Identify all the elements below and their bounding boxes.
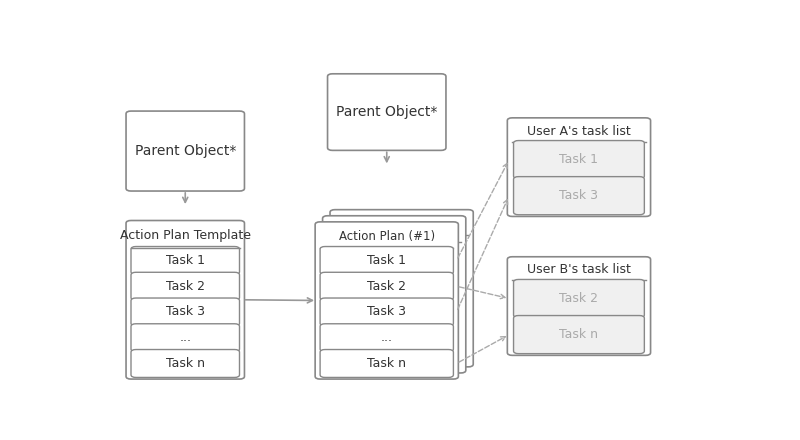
FancyBboxPatch shape xyxy=(327,74,446,150)
FancyBboxPatch shape xyxy=(507,257,650,356)
Text: Parent Object*: Parent Object* xyxy=(134,144,236,158)
FancyBboxPatch shape xyxy=(320,324,454,352)
FancyBboxPatch shape xyxy=(131,272,239,300)
FancyBboxPatch shape xyxy=(131,324,239,352)
Text: Task 3: Task 3 xyxy=(559,189,598,202)
FancyBboxPatch shape xyxy=(131,349,239,378)
Text: Parent Object*: Parent Object* xyxy=(336,105,438,119)
FancyBboxPatch shape xyxy=(126,111,245,191)
FancyBboxPatch shape xyxy=(514,315,644,354)
FancyBboxPatch shape xyxy=(315,222,458,379)
Text: Task 1: Task 1 xyxy=(559,153,598,166)
FancyBboxPatch shape xyxy=(126,220,245,379)
Text: ...: ... xyxy=(179,331,191,344)
FancyBboxPatch shape xyxy=(320,349,454,378)
Text: Task n: Task n xyxy=(367,357,406,370)
Text: Task n: Task n xyxy=(166,357,205,370)
Text: Task 1: Task 1 xyxy=(166,254,205,267)
Text: Action Plan Template: Action Plan Template xyxy=(120,229,250,242)
FancyBboxPatch shape xyxy=(320,246,454,275)
Text: Action Plan (#2): Action Plan (#2) xyxy=(346,224,442,236)
FancyBboxPatch shape xyxy=(320,298,454,326)
Text: User B's task list: User B's task list xyxy=(527,264,631,276)
Text: Task 3: Task 3 xyxy=(166,305,205,319)
FancyBboxPatch shape xyxy=(507,118,650,216)
Text: User A's task list: User A's task list xyxy=(527,125,631,138)
Text: Task 2: Task 2 xyxy=(367,280,406,293)
Text: Task 2: Task 2 xyxy=(559,292,598,305)
FancyBboxPatch shape xyxy=(322,216,466,373)
FancyBboxPatch shape xyxy=(131,246,239,275)
Text: Action Plan (n): Action Plan (n) xyxy=(358,217,445,231)
FancyBboxPatch shape xyxy=(330,210,474,367)
Text: Action Plan (#1): Action Plan (#1) xyxy=(338,230,435,242)
FancyBboxPatch shape xyxy=(320,272,454,300)
Text: ...: ... xyxy=(381,331,393,344)
FancyBboxPatch shape xyxy=(514,279,644,318)
FancyBboxPatch shape xyxy=(514,140,644,179)
FancyBboxPatch shape xyxy=(514,176,644,215)
Text: Task n: Task n xyxy=(559,328,598,341)
Text: Task 1: Task 1 xyxy=(367,254,406,267)
Text: Task 3: Task 3 xyxy=(367,305,406,319)
FancyBboxPatch shape xyxy=(131,298,239,326)
Text: Task 2: Task 2 xyxy=(166,280,205,293)
